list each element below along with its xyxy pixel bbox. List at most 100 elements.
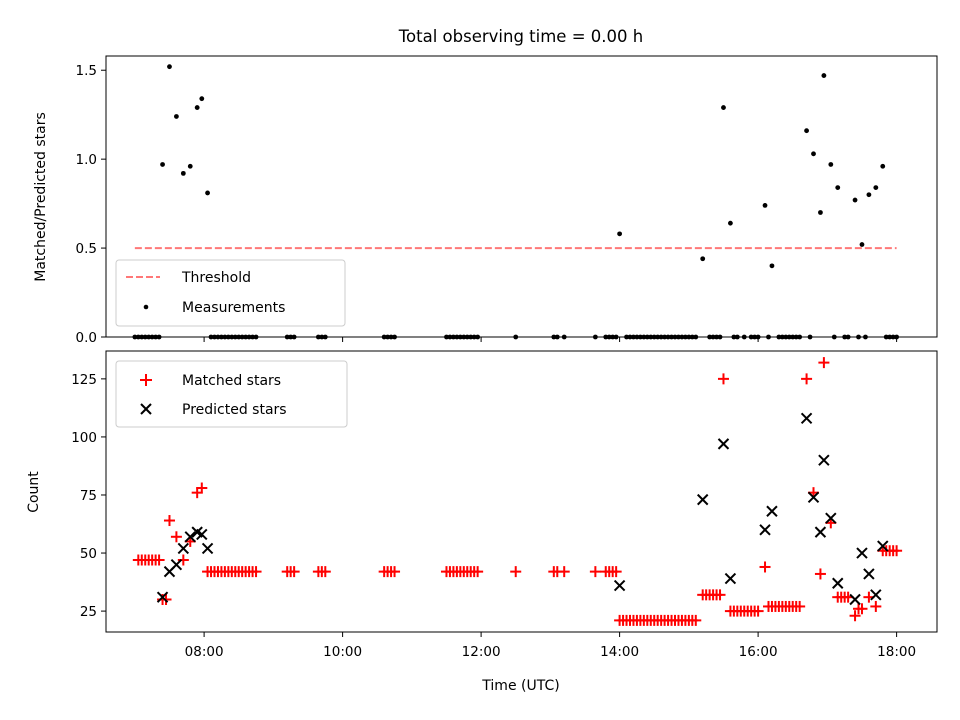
x-tick-label-4: 16:00 [739, 644, 778, 660]
predicted-star-point [724, 572, 737, 585]
matched-star-point [801, 373, 813, 385]
matched-star-point [849, 610, 861, 622]
predicted-star-point [184, 531, 196, 543]
chart-title: Total observing time = 0.00 h [398, 27, 643, 46]
matched-star-point [891, 545, 903, 557]
predicted-star-point [849, 593, 861, 606]
measurement-point [199, 96, 205, 102]
ratio-y-tick-label-3: 1.5 [76, 63, 97, 79]
predicted-star-point [156, 591, 169, 603]
measurement-point [762, 202, 768, 208]
measurement-point [835, 185, 841, 191]
count-y-tick-label-1: 50 [80, 546, 97, 562]
matched-legend-swatch [140, 374, 152, 386]
predicted-legend-swatch [140, 403, 152, 415]
predicted-star-point [818, 454, 830, 466]
predicted-star-point [825, 512, 837, 524]
x-tick-label-0: 08:00 [185, 644, 224, 660]
measurement-point [804, 128, 809, 134]
matched-star-point [250, 566, 262, 578]
ratio-panel-frame [105, 55, 938, 338]
matched-star-point [153, 554, 165, 566]
matched-star-point [163, 515, 175, 527]
measurement-point [811, 151, 816, 157]
predicted-star-point [800, 412, 813, 425]
ratio-y-axis-label: Matched/Predicted stars [33, 112, 49, 282]
matched-star-point [818, 357, 830, 369]
measurement-point [852, 197, 858, 203]
ratio-panel: 0.0 0.5 1.0 1.5 Matched/Predicted stars Thr… [33, 55, 938, 346]
count-y-tick-label-4: 125 [71, 372, 97, 388]
count-y-tick-label-3: 100 [71, 430, 97, 446]
measurement-point [818, 210, 823, 215]
measurement-point [194, 105, 200, 110]
predicted-star-point [832, 577, 844, 589]
x-tick-label-5: 18:00 [877, 644, 916, 660]
measurement-point [174, 114, 179, 119]
predicted-star-point [196, 528, 208, 541]
count-x-ticks: 08:00 10:00 12:00 14:00 16:00 18:00 [185, 632, 916, 660]
predicted-star-point [807, 491, 820, 504]
matched-star-point [714, 589, 726, 601]
matched-star-point [472, 566, 484, 578]
measurements-legend-label: Measurements [182, 300, 285, 316]
predicted-star-point [613, 579, 626, 592]
measurements-legend-swatch [143, 304, 149, 310]
matched-star-point [319, 566, 331, 578]
matched-star-point [759, 561, 771, 573]
measurement-point [617, 231, 623, 237]
measurement-point [821, 73, 827, 78]
ratio-y-tick-label-1: 0.5 [76, 241, 97, 257]
predicted-star-point [814, 526, 827, 538]
measurement-point [880, 163, 886, 169]
predicted-star-point [863, 568, 875, 580]
predicted-star-point [177, 542, 190, 555]
matched-star-point [610, 566, 622, 578]
matched-star-point [752, 605, 764, 617]
matched-star-point [856, 603, 868, 615]
predicted-star-point [170, 558, 183, 571]
ratio-y-tick-label-2: 1.0 [76, 152, 97, 168]
predicted-star-point [696, 493, 709, 506]
predicted-star-point [759, 524, 771, 536]
predicted-star-point [201, 542, 214, 555]
measurement-point [769, 263, 775, 269]
matched-star-point [170, 531, 182, 543]
x-axis-label: Time (UTC) [481, 678, 559, 694]
count-y-tick-label-2: 75 [80, 488, 97, 504]
threshold-legend-label: Threshold [181, 270, 251, 286]
matched-star-point [196, 482, 208, 494]
matched-star-point [510, 566, 522, 578]
count-y-axis-label: Count [26, 471, 42, 513]
count-y-tick-label-0: 25 [80, 604, 97, 620]
matched-star-point [690, 614, 702, 626]
matched-star-point [717, 373, 729, 385]
matched-star-point [288, 566, 300, 578]
ratio-y-tick-label-0: 0.0 [76, 330, 97, 346]
measurement-point [700, 256, 706, 262]
count-legend-box [115, 360, 348, 428]
predicted-star-point [766, 505, 778, 517]
ratio-legend: Threshold Measurements [115, 259, 346, 327]
measurement-point [160, 162, 165, 167]
predicted-star-point [870, 589, 882, 601]
ratio-x-ticks [203, 337, 898, 342]
measurement-point [721, 105, 726, 110]
count-marks [132, 357, 903, 626]
measurement-point [180, 170, 186, 176]
measurement-point [167, 64, 172, 70]
count-panel: 25 50 75 100 125 08:00 10:00 12:00 14:00 16:00 18… [26, 350, 938, 694]
matched-legend-label: Matched stars [182, 373, 281, 389]
x-tick-label-2: 12:00 [462, 644, 501, 660]
measurement-point [866, 192, 872, 198]
count-y-ticks: 25 50 75 100 125 [71, 372, 106, 620]
x-tick-label-3: 14:00 [600, 644, 639, 660]
count-legend: Matched stars Predicted stars [115, 360, 348, 428]
measurement-point [828, 162, 834, 167]
x-tick-label-1: 10:00 [323, 644, 362, 660]
measurement-point [187, 163, 193, 169]
ratio-legend-box [115, 259, 346, 327]
predicted-star-point [877, 540, 889, 552]
